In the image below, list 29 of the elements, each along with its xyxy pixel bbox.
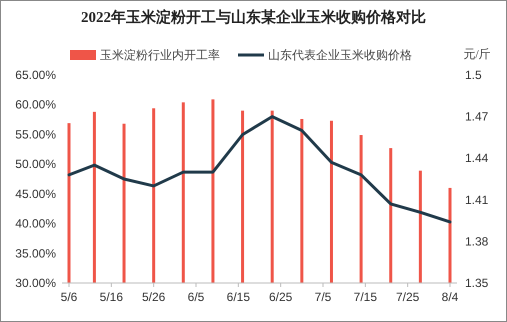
y-tick-label: 30.00% xyxy=(15,276,56,290)
chart-title: 2022年玉米淀粉开工与山东某企业玉米收购价格对比 xyxy=(81,8,426,26)
line-series xyxy=(68,115,452,224)
y2-tick-label: 1.35 xyxy=(465,276,489,290)
x-tick-label: 6/5 xyxy=(188,290,205,304)
x-tick-label: 7/25 xyxy=(396,290,420,304)
legend-label: 山东代表企业玉米收购价格 xyxy=(268,48,412,62)
legend-label: 玉米淀粉行业内开工率 xyxy=(100,48,220,62)
x-tick-label: 7/15 xyxy=(354,290,378,304)
y2-tick-label: 1.47 xyxy=(465,110,489,124)
y2-tick-label: 1.38 xyxy=(465,234,489,248)
x-tick-label: 6/15 xyxy=(226,290,250,304)
x-tick-label: 5/16 xyxy=(100,290,124,304)
y-tick-label: 60.00% xyxy=(15,98,56,112)
y-tick-label: 40.00% xyxy=(15,216,56,231)
x-tick-label: 5/26 xyxy=(142,290,166,304)
x-tick-label: 7/5 xyxy=(314,290,332,304)
y2-tick-label: 1.41 xyxy=(465,192,489,207)
y-tick-label: 45.00% xyxy=(15,186,56,201)
y-tick-label: 55.00% xyxy=(15,127,56,142)
y2-tick-label: 1.5 xyxy=(465,68,482,82)
y2-tick-label: 1.44 xyxy=(465,151,489,166)
y-tick-label: 35.00% xyxy=(15,246,56,260)
y-tick-label: 50.00% xyxy=(15,157,56,172)
y2-axis-title: 元/斤 xyxy=(463,47,491,61)
y-tick-label: 65.00% xyxy=(15,68,56,82)
x-tick-label: 8/4 xyxy=(442,290,459,304)
x-tick-label: 6/25 xyxy=(268,290,293,304)
x-tick-label: 5/6 xyxy=(60,290,78,304)
